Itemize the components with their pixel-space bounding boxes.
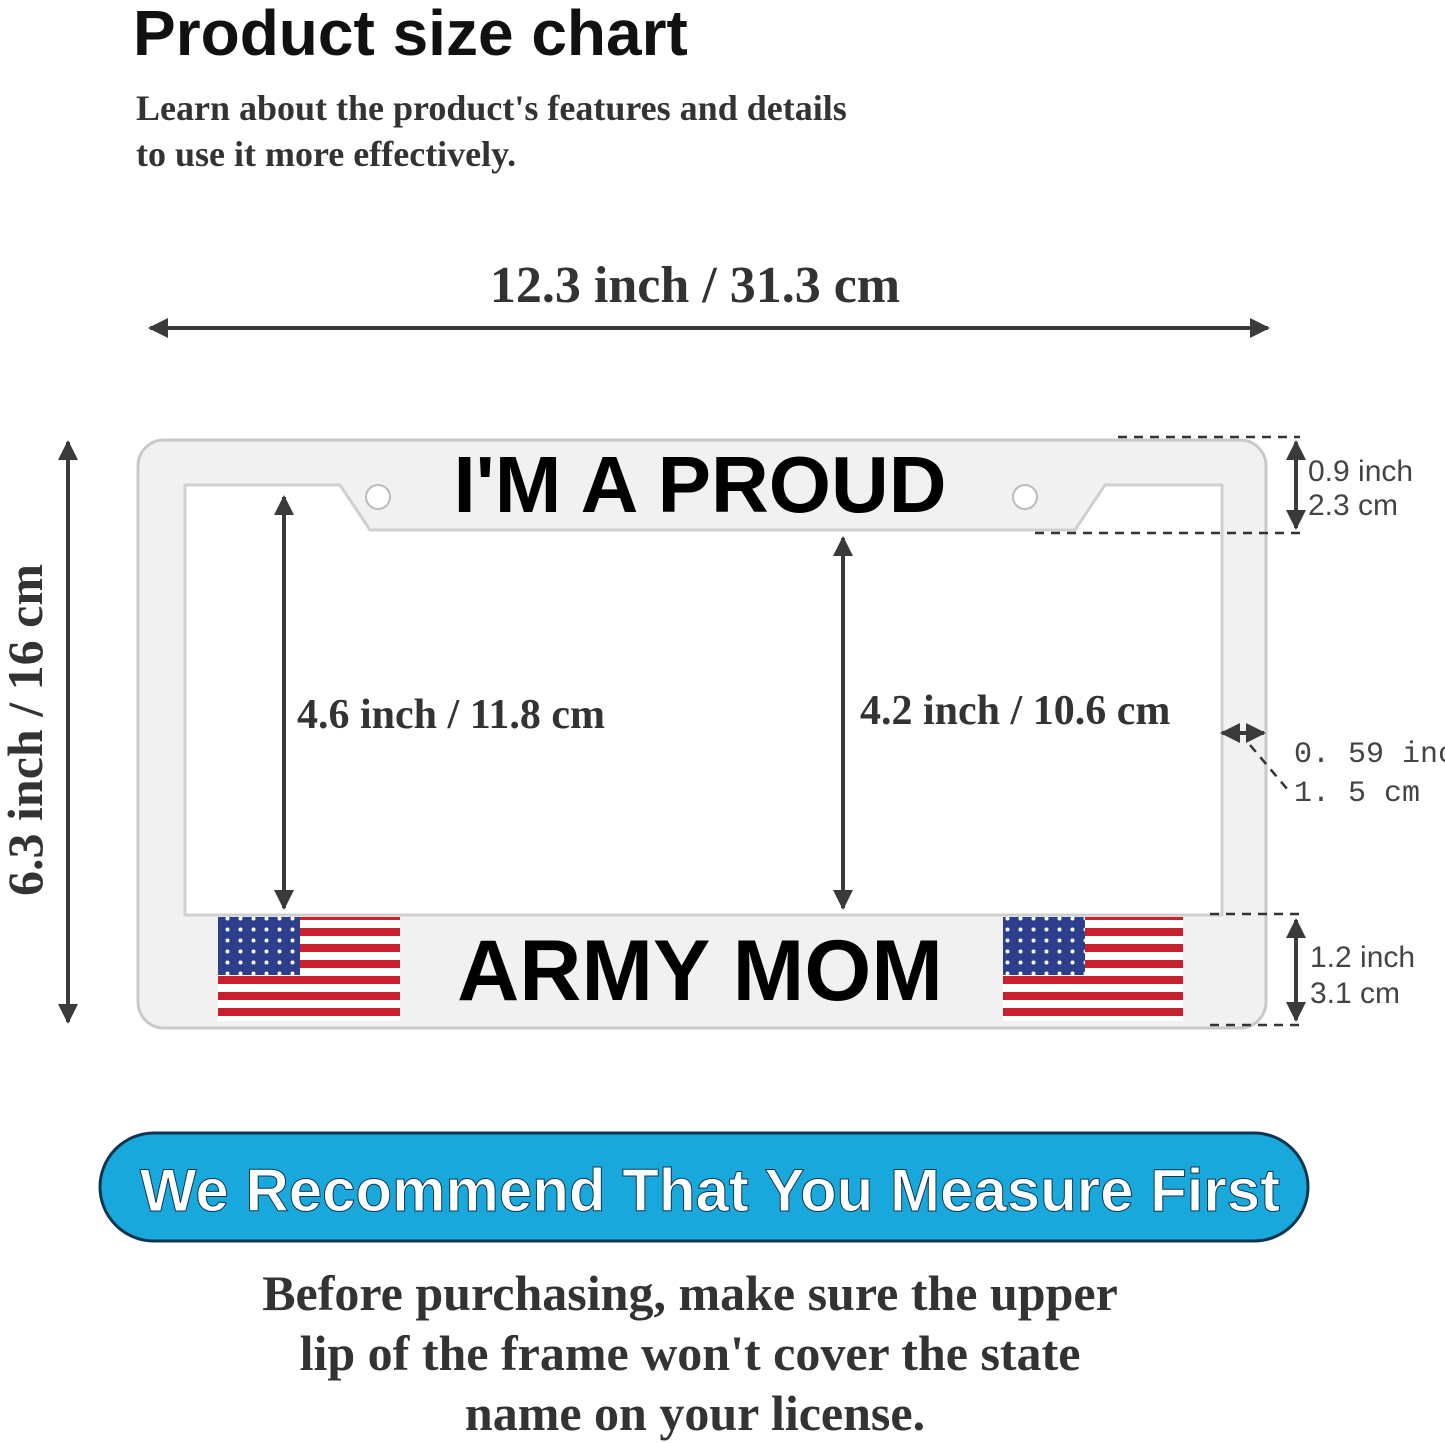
flag	[1003, 917, 1183, 1021]
screw-hole	[1012, 484, 1038, 510]
frame-top-text: I'M A PROUD	[453, 440, 946, 529]
note-line: name on your license.	[465, 1385, 925, 1441]
screw-hole	[365, 484, 391, 510]
side-border-label: 0. 59 inch	[1294, 738, 1445, 772]
frame-bottom-text: ARMY MOM	[457, 923, 943, 1019]
guide	[1249, 744, 1289, 791]
subtitle: Learn about the product's features and d…	[136, 88, 847, 128]
height-label: 6.3 inch / 16 cm	[0, 564, 53, 896]
note-line: Before purchasing, make sure the upper	[262, 1265, 1118, 1321]
inner-left-label: 4.6 inch / 11.8 cm	[297, 692, 605, 738]
flag	[218, 917, 400, 1021]
banner-text: We Recommend That You Measure First	[140, 1157, 1280, 1224]
side-border-label: 1. 5 cm	[1294, 777, 1420, 811]
inner-right-label: 4.2 inch / 10.6 cm	[860, 688, 1170, 734]
width-label: 12.3 inch / 31.3 cm	[490, 257, 900, 314]
note-line: lip of the frame won't cover the state	[300, 1325, 1081, 1381]
frame-window	[183, 483, 1224, 917]
top-border-label: 2.3 cm	[1308, 489, 1398, 522]
bottom-border-label: 1.2 inch	[1310, 941, 1415, 974]
bottom-border-label: 3.1 cm	[1310, 977, 1400, 1010]
top-border-label: 0.9 inch	[1308, 455, 1413, 488]
subtitle: to use it more effectively.	[136, 134, 516, 174]
banner	[98, 1131, 1310, 1243]
title: Product size chart	[133, 0, 688, 69]
